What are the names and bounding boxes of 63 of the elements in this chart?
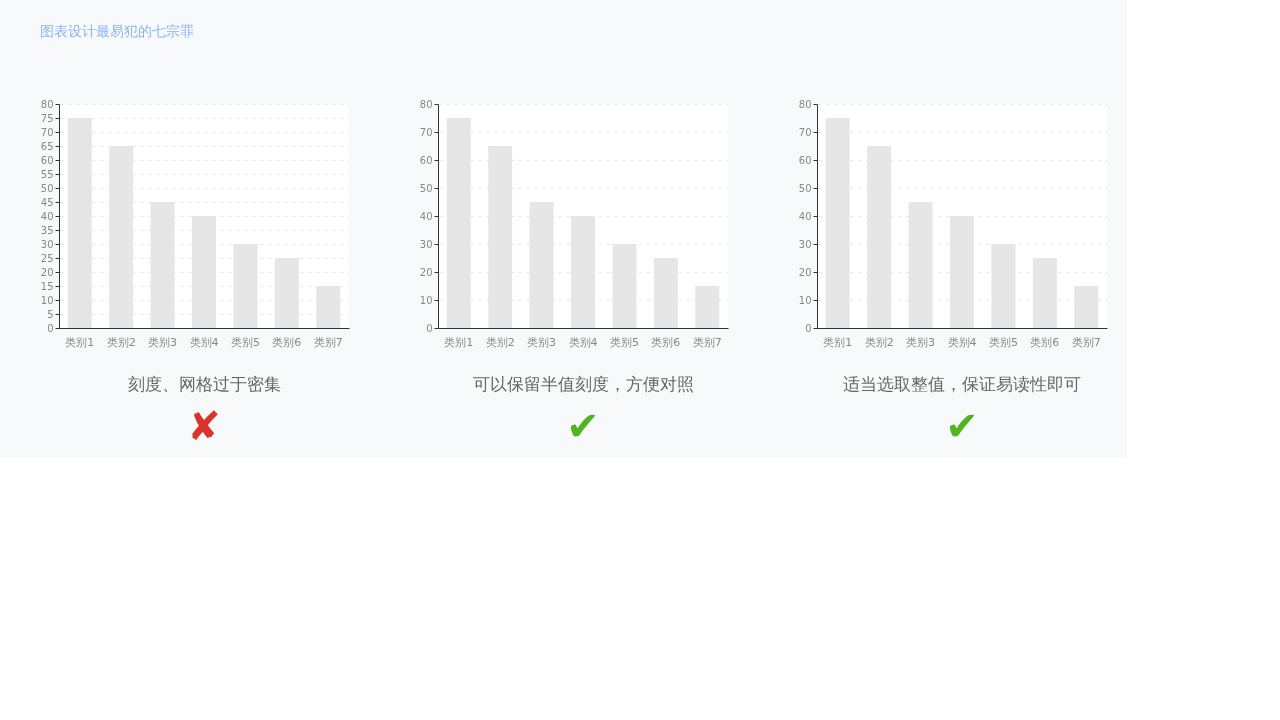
x-tick-label: 类别1 [444, 335, 474, 349]
y-tick-label: 10 [798, 294, 812, 306]
x-tick-label: 类别7 [313, 335, 343, 349]
y-tick-label: 70 [40, 126, 54, 138]
y-tick-label: 10 [40, 294, 54, 306]
y-tick-label: 80 [798, 98, 812, 110]
x-tick-label: 类别5 [988, 335, 1018, 349]
y-tick-label: 25 [40, 252, 54, 264]
y-tick-label: 20 [419, 266, 433, 278]
y-tick-label: 50 [798, 182, 812, 194]
y-tick-label: 55 [40, 168, 54, 180]
y-tick-label: 60 [798, 154, 812, 166]
x-tick-label: 类别4 [947, 335, 977, 349]
y-tick-label: 50 [40, 182, 54, 194]
y-tick-label: 40 [40, 210, 54, 222]
y-tick-label: 40 [798, 210, 812, 222]
y-tick-label: 30 [798, 238, 812, 250]
x-tick-label: 类别5 [230, 335, 260, 349]
y-tick-label: 50 [419, 182, 433, 194]
y-tick-label: 60 [40, 154, 54, 166]
text: 适当选取整值，保证易读性即可 [843, 374, 1081, 394]
x-tick-label: 类别6 [651, 335, 681, 349]
y-tick-label: 70 [419, 126, 433, 138]
y-tick-label: 0 [805, 322, 812, 334]
x-tick-label: 类别2 [864, 335, 894, 349]
y-tick-label: 0 [426, 322, 433, 334]
x-tick-label: 类别3 [148, 335, 178, 349]
y-tick-label: 0 [47, 322, 54, 334]
y-tick-label: 35 [40, 224, 54, 236]
y-tick-label: 20 [798, 266, 812, 278]
y-tick-label: 60 [419, 154, 433, 166]
y-tick-label: 5 [47, 308, 54, 320]
x-tick-label: 类别6 [1030, 335, 1060, 349]
text: 刻度、网格过于密集 [127, 374, 281, 394]
x-tick-label: 类别2 [106, 335, 136, 349]
x-tick-label: 类别3 [527, 335, 557, 349]
x-tick-label: 类别1 [65, 335, 95, 349]
y-tick-label: 30 [40, 238, 54, 250]
x-tick-label: 类别5 [609, 335, 639, 349]
chart-title: 图表设计最易犯的七宗罪 [40, 23, 195, 39]
y-tick-label: 30 [419, 238, 433, 250]
text: ✔ [566, 403, 600, 449]
x-tick-label: 类别6 [272, 335, 302, 349]
text: ✔ [945, 403, 979, 449]
y-tick-label: 80 [419, 98, 433, 110]
y-tick-label: 10 [419, 294, 433, 306]
y-tick-label: 80 [40, 98, 54, 110]
text: 可以保留半值刻度，方便对照 [472, 374, 694, 394]
x-tick-label: 类别7 [1071, 335, 1101, 349]
x-tick-label: 类别7 [692, 335, 722, 349]
x-tick-label: 类别4 [568, 335, 598, 349]
x-tick-label: 类别3 [906, 335, 936, 349]
x-tick-label: 类别2 [485, 335, 515, 349]
x-tick-label: 类别1 [823, 335, 853, 349]
y-tick-label: 65 [40, 140, 54, 152]
y-tick-label: 15 [40, 280, 54, 292]
y-tick-label: 40 [419, 210, 433, 222]
y-tick-label: 45 [40, 196, 54, 208]
y-tick-label: 20 [40, 266, 54, 278]
y-tick-label: 75 [40, 112, 54, 124]
x-tick-label: 类别4 [189, 335, 219, 349]
text: ✘ [187, 403, 221, 449]
y-tick-label: 70 [798, 126, 812, 138]
